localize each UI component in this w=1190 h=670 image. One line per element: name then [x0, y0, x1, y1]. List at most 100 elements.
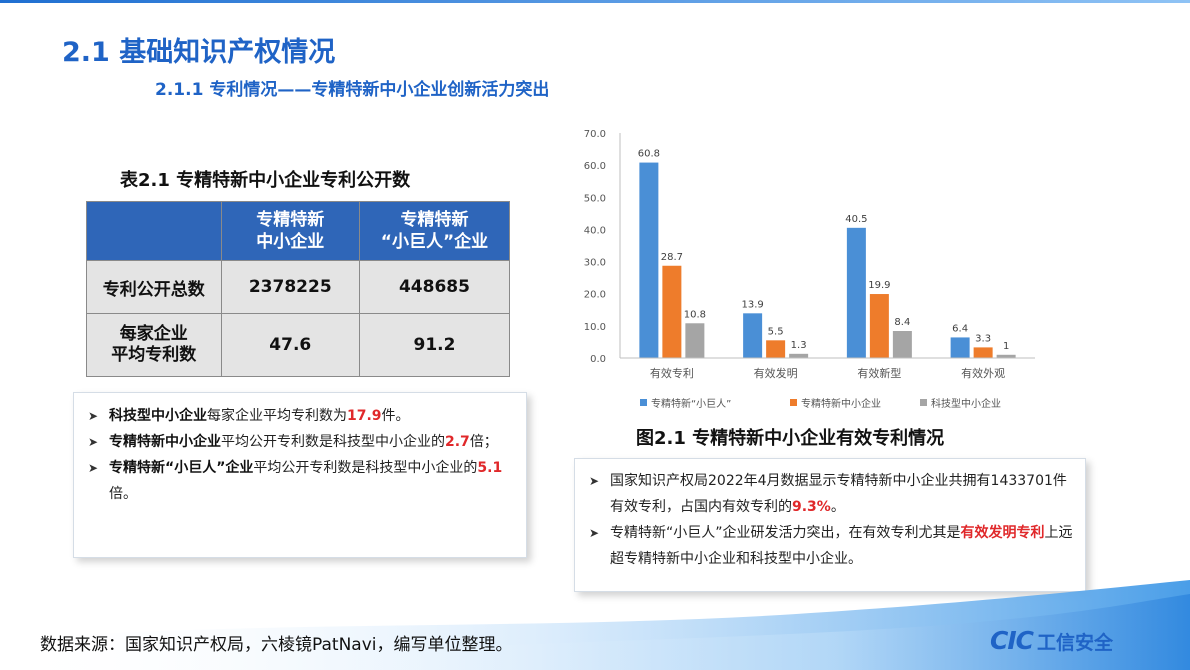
cell-average-giant: 91.2: [358, 313, 511, 377]
row-label-average-line2: 平均专利数: [111, 345, 197, 365]
bar: [973, 347, 993, 358]
y-tick-label: 40.0: [584, 225, 606, 236]
cell-total-sme: 2378225: [220, 260, 360, 314]
row-label-total: 专利公开总数: [86, 260, 222, 314]
data-label: 6.4: [952, 323, 968, 334]
header-giant-line2: “小巨人”企业: [380, 232, 489, 252]
note-text-end: 倍；: [469, 434, 498, 450]
list-item: ➤ 科技型中小企业每家企业平均专利数为17.9件。: [82, 403, 518, 429]
legend-label: 科技型中小企业: [931, 397, 1001, 408]
bar: [766, 340, 786, 358]
data-label: 40.5: [845, 214, 867, 225]
note-highlight: 5.1: [477, 460, 503, 476]
list-item: ➤ 国家知识产权局2022年4月数据显示专精特新中小企业共拥有1433701件有效…: [583, 468, 1077, 520]
bar: [639, 162, 659, 358]
note-highlight: 17.9: [347, 408, 382, 424]
y-tick-label: 70.0: [584, 129, 606, 140]
list-item: ➤ 专精特新中小企业平均公开专利数是科技型中小企业的2.7倍；: [82, 429, 518, 455]
list-item: ➤ 专精特新“小巨人”企业研发活力突出，在有效专利尤其是有效发明专利上远超专精特新…: [583, 520, 1077, 572]
data-label: 19.9: [868, 280, 890, 291]
table-caption: 表2.1 专精特新中小企业专利公开数: [120, 170, 411, 191]
arrow-bullet-icon: ➤: [589, 474, 600, 488]
notes-box-left: ➤ 科技型中小企业每家企业平均专利数为17.9件。 ➤ 专精特新中小企业平均公开专利…: [73, 392, 527, 558]
data-label: 3.3: [975, 333, 991, 344]
bar: [789, 353, 809, 358]
cell-total-giant: 448685: [358, 260, 511, 314]
data-label: 5.5: [768, 326, 784, 337]
data-label: 10.8: [684, 309, 706, 320]
legend-label: 专精特新“小巨人”: [651, 397, 731, 408]
data-label: 60.8: [638, 149, 660, 160]
x-tick-label: 有效外观: [961, 366, 1005, 380]
y-axis: 0.0 10.0 20.0 30.0 40.0 50.0 60.0 70.0: [584, 129, 621, 365]
header-sme-line1: 专精特新: [256, 210, 325, 230]
data-label: 8.4: [894, 317, 910, 328]
note-text: 国家知识产权局2022年4月数据显示专精特新中小企业共拥有1433701件有效专…: [610, 473, 1067, 515]
note-text: 平均公开专利数是科技型中小企业的: [221, 434, 445, 450]
note-text: 专精特新“小巨人”企业研发活力突出，在有效专利尤其是: [610, 525, 961, 541]
note-bold: 专精特新中小企业: [109, 434, 221, 450]
note-text-end: 倍。: [109, 486, 137, 502]
cell-average-sme: 47.6: [220, 313, 360, 377]
note-text-end: 。: [830, 499, 845, 515]
row-label-average: 每家企业 平均专利数: [86, 313, 222, 377]
y-tick-label: 30.0: [584, 258, 606, 269]
logo-name: 工信安全: [1037, 632, 1114, 654]
x-tick-label: 有效新型: [857, 366, 901, 380]
legend-swatch: [790, 399, 797, 406]
x-tick-label: 有效专利: [650, 366, 694, 380]
page-subtitle: 2.1.1 专利情况——专精特新中小企业创新活力突出: [155, 80, 550, 100]
chart-legend: 专精特新“小巨人” 专精特新中小企业 科技型中小企业: [640, 397, 1001, 408]
x-tick-label: 有效发明: [754, 366, 798, 380]
decorative-wave: [0, 580, 1190, 670]
data-source-footer: 数据来源：国家知识产权局，六棱镜PatNavi，编写单位整理。: [40, 635, 513, 655]
x-axis: 有效专利 有效发明 有效新型 有效外观: [620, 357, 1035, 380]
company-logo: CIC 工信安全: [990, 626, 1113, 655]
legend-swatch: [640, 399, 647, 406]
list-item: ➤ 专精特新“小巨人”企业平均公开专利数是科技型中小企业的5.1 倍。: [82, 455, 518, 507]
table-corner-cell: [86, 201, 222, 261]
bar: [846, 227, 866, 358]
header-giant-line1: 专精特新: [400, 210, 469, 230]
y-tick-label: 0.0: [590, 354, 606, 365]
arrow-bullet-icon: ➤: [88, 461, 99, 475]
note-highlight: 9.3%: [792, 499, 831, 515]
table-row: 每家企业 平均专利数 47.6 91.2: [86, 313, 511, 377]
data-label: 13.9: [741, 299, 763, 310]
logo-mark: CIC: [990, 626, 1034, 655]
data-label: 28.7: [661, 252, 683, 263]
top-accent-line: [0, 0, 1190, 3]
bar: [892, 331, 912, 358]
bar: [685, 323, 705, 358]
note-text-end: 件。: [381, 408, 410, 424]
legend-swatch: [920, 399, 927, 406]
bar: [662, 265, 682, 358]
table-header-giant: 专精特新 “小巨人”企业: [358, 201, 511, 261]
data-label: 1: [1003, 341, 1009, 352]
page-title: 2.1 基础知识产权情况: [62, 37, 336, 68]
header-sme-line2: 中小企业: [256, 232, 325, 252]
bars: 60.8 28.7 10.8 13.9 5.5 1.3 40.5 19.9 8.4 6.4 3.3 1: [638, 149, 1016, 358]
bar: [996, 354, 1016, 358]
data-label: 1.3: [791, 340, 807, 351]
y-tick-label: 20.0: [584, 290, 606, 301]
table-header-sme: 专精特新 中小企业: [220, 201, 360, 261]
note-text: 平均公开专利数是科技型中小企业的: [253, 460, 478, 476]
table-header-row: 专精特新 中小企业 专精特新 “小巨人”企业: [86, 201, 511, 261]
y-tick-label: 50.0: [584, 193, 606, 204]
row-label-average-line1: 每家企业: [119, 324, 188, 344]
arrow-bullet-icon: ➤: [88, 435, 99, 449]
note-bold: 专精特新“小巨人”企业: [109, 460, 254, 476]
note-highlight: 2.7: [445, 434, 470, 450]
note-text: 每家企业平均专利数为: [207, 408, 347, 424]
arrow-bullet-icon: ➤: [589, 526, 600, 540]
note-bold: 科技型中小企业: [109, 408, 207, 424]
notes-box-right: ➤ 国家知识产权局2022年4月数据显示专精特新中小企业共拥有1433701件有效…: [574, 458, 1086, 592]
bar: [950, 337, 970, 358]
legend-label: 专精特新中小企业: [801, 397, 881, 408]
table-row: 专利公开总数 2378225 448685: [86, 260, 511, 314]
bar: [869, 294, 889, 358]
note-highlight: 有效发明专利: [960, 525, 1045, 541]
note-text-end: 上远超专精特新中小企业和科技型中小企业。: [610, 525, 1073, 567]
